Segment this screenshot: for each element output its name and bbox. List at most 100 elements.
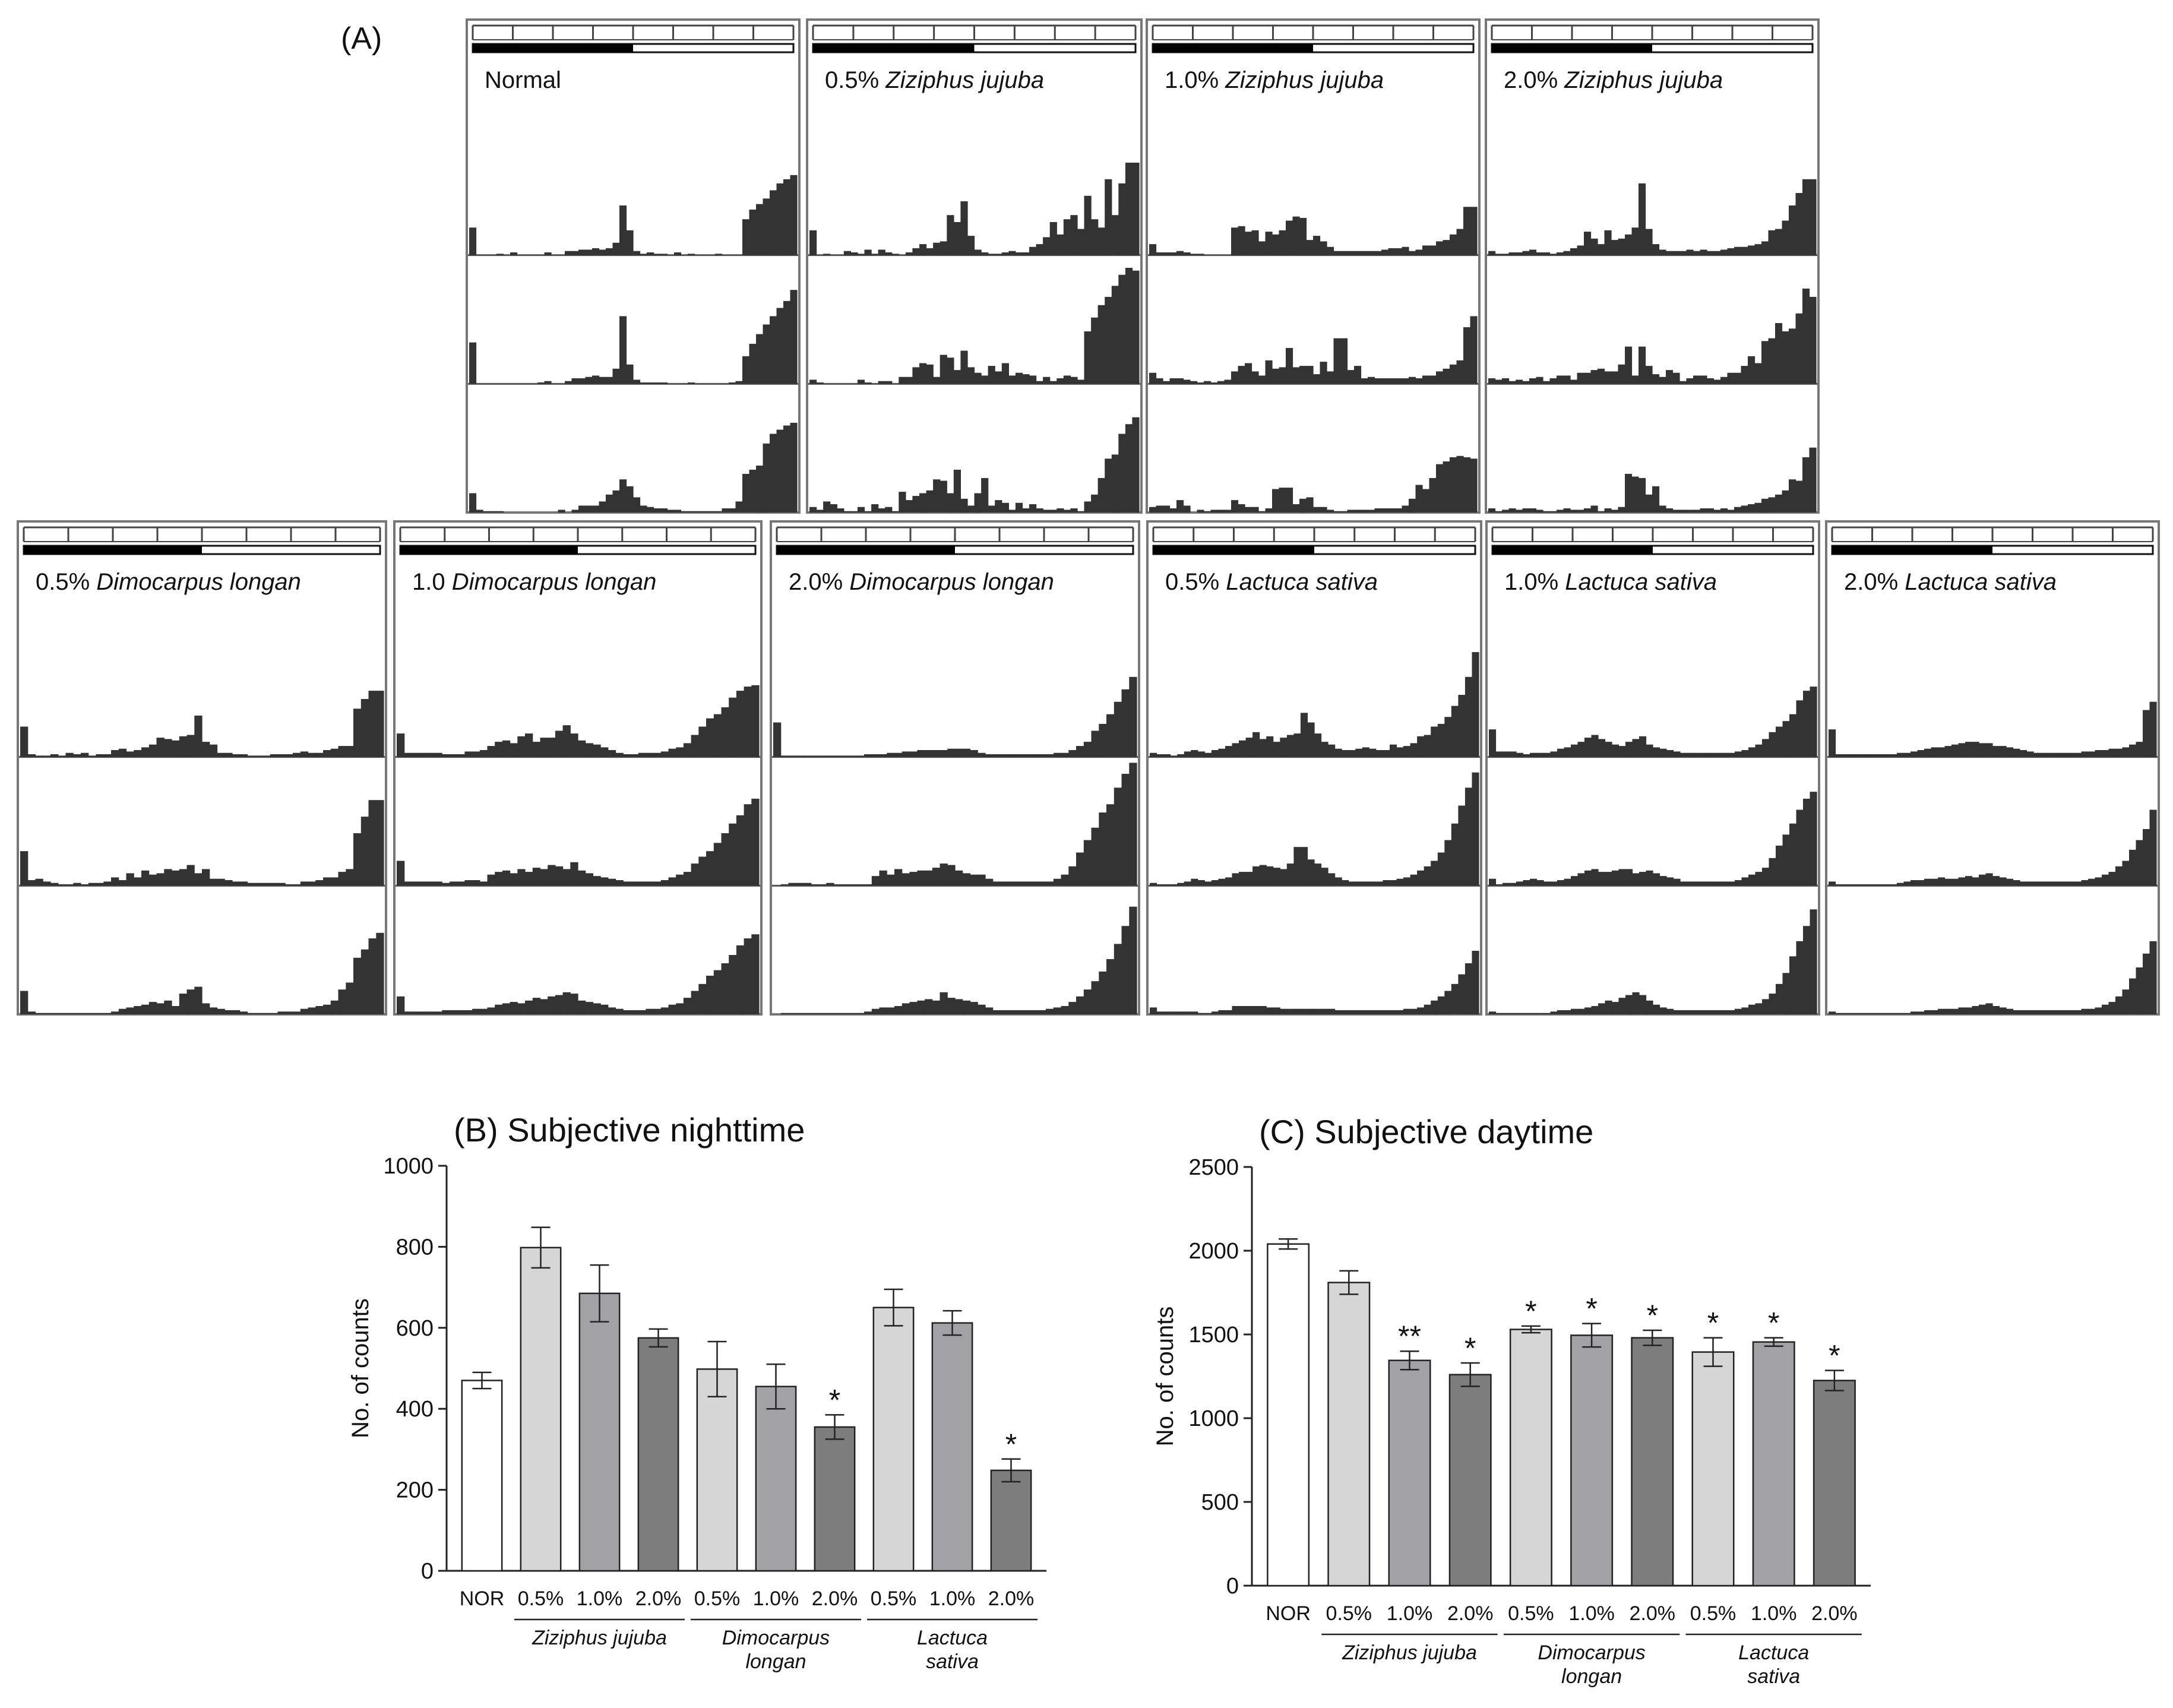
activity-bin — [593, 876, 601, 886]
activity-bin — [1334, 748, 1342, 757]
activity-bin — [1549, 378, 1557, 384]
activity-bin — [919, 363, 927, 384]
activity-bin — [1516, 510, 1523, 513]
x-tick-label: 0.5% — [1326, 1602, 1372, 1625]
bar — [1570, 1334, 1614, 1587]
activity-bin — [1938, 747, 1946, 757]
activity-bin — [599, 377, 606, 384]
activity-bin — [1084, 331, 1092, 384]
activity-bin — [2095, 750, 2102, 757]
activity-bin — [1023, 881, 1032, 886]
activity-bin — [706, 718, 714, 757]
activity-bin — [2074, 752, 2082, 757]
activity-bin — [1129, 676, 1137, 757]
activity-bin — [790, 290, 798, 384]
actogram-panel: 1.0 Dimocarpus longan — [393, 520, 763, 1016]
activity-bin — [1444, 717, 1452, 757]
significance-marker: * — [1647, 1299, 1658, 1332]
activity-bin — [631, 881, 639, 886]
activity-bin — [600, 877, 609, 886]
activity-bin — [1163, 754, 1171, 757]
activity-bin — [809, 379, 817, 384]
activity-bin — [1410, 874, 1418, 886]
activity-bin — [1149, 244, 1157, 255]
activity-bin — [1810, 909, 1817, 1014]
significance-marker: * — [1525, 1295, 1536, 1328]
activity-bin — [1328, 873, 1336, 886]
activity-bin — [1835, 754, 1843, 757]
actogram-title-plain: 0.5% — [36, 569, 96, 595]
activity-bin — [1829, 729, 1836, 757]
activity-bin — [1985, 743, 1993, 757]
activity-bin — [1522, 381, 1530, 384]
activity-bin — [809, 507, 817, 513]
activity-bin — [353, 957, 362, 1014]
activity-bin — [864, 382, 872, 384]
activity-bin — [1008, 375, 1016, 384]
activity-bin — [126, 751, 134, 757]
activity-bin — [1273, 742, 1280, 757]
activity-bin — [926, 248, 934, 255]
activity-bin — [510, 743, 518, 757]
activity-bin — [1245, 507, 1252, 513]
activity-bin — [660, 880, 669, 886]
activity-bin — [1097, 227, 1105, 255]
activity-bin — [2040, 1010, 2048, 1014]
activity-bin — [330, 748, 339, 757]
activity-bin — [308, 881, 316, 886]
activity-bin — [1782, 834, 1790, 886]
activity-bin — [457, 881, 465, 886]
x-tick-label: 2.0% — [988, 1587, 1035, 1610]
activity-bin — [1106, 804, 1115, 886]
group-label-line2: sativa — [926, 1650, 979, 1673]
activity-bin — [156, 738, 165, 757]
activity-bin — [1509, 1013, 1517, 1014]
activity-bin — [1550, 881, 1558, 886]
activity-bin — [555, 730, 564, 757]
significance-marker: * — [1707, 1307, 1719, 1340]
bar — [872, 1307, 915, 1572]
activity-bin — [1328, 744, 1336, 757]
activity-bin — [1417, 870, 1425, 886]
activity-bin — [1307, 1008, 1315, 1014]
bar — [1388, 1359, 1431, 1587]
activity-bin — [1985, 873, 1993, 886]
activity-bin — [1631, 476, 1639, 513]
activity-bin — [1030, 881, 1039, 886]
activity-bin — [1625, 234, 1633, 255]
activity-bin — [1422, 375, 1430, 384]
actogram-panel: 2.0% Lactuca sativa — [1825, 520, 2160, 1016]
activity-bin — [164, 739, 172, 757]
activity-bin — [457, 754, 465, 757]
activity-bin — [849, 1013, 857, 1014]
activity-bin — [1543, 252, 1551, 255]
activity-bin — [646, 752, 654, 757]
activity-bin — [818, 1013, 827, 1014]
activity-bin — [947, 493, 954, 513]
activity-bin — [2143, 829, 2150, 886]
activity-bin — [933, 479, 941, 513]
activity-bin — [1451, 983, 1459, 1014]
activity-bin — [1570, 248, 1578, 255]
activity-bin — [1625, 473, 1633, 513]
activity-bin — [985, 1007, 994, 1014]
activity-bin — [1245, 1006, 1253, 1014]
activity-bin — [1502, 510, 1510, 513]
activity-bin — [1436, 241, 1444, 255]
activity-bin — [164, 869, 172, 886]
activity-bin — [1429, 245, 1437, 255]
activity-bin — [1038, 754, 1046, 757]
activity-bin — [967, 236, 975, 255]
activity-bin — [1734, 372, 1742, 384]
activity-bin — [1694, 752, 1701, 757]
activity-bin — [202, 869, 210, 886]
y-tick-label: 0 — [1226, 1574, 1239, 1599]
activity-bin — [1803, 691, 1811, 757]
activity-bin — [894, 1006, 903, 1014]
activity-bin — [623, 1010, 631, 1014]
dark-phase-bar — [813, 44, 975, 52]
activity-bin — [434, 752, 442, 757]
activity-bin — [360, 949, 369, 1014]
activity-bin — [469, 342, 477, 384]
activity-bin — [1049, 510, 1057, 513]
